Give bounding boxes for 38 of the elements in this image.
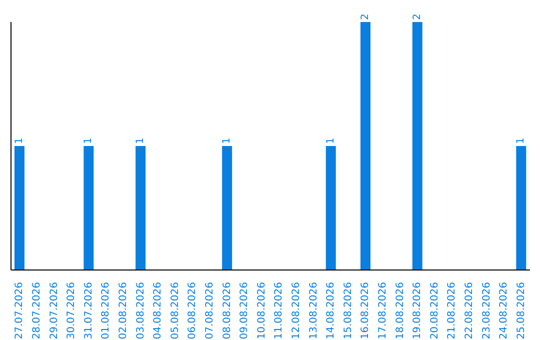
x-tick-label: 12.08.2026	[290, 282, 302, 340]
x-tick-label: 31.07.2026	[83, 282, 94, 340]
x-tick-label: 13.08.2026	[308, 282, 320, 340]
data-label: 1	[325, 138, 336, 144]
x-tick-label: 23.08.2026	[481, 282, 492, 340]
x-tick-label: 08.08.2026	[222, 282, 233, 340]
x-tick-label: 22.08.2026	[464, 282, 475, 340]
x-tick-label: 21.08.2026	[446, 282, 458, 340]
x-tick-label: 30.07.2026	[66, 282, 78, 340]
data-label: 1	[222, 138, 233, 144]
x-tick-label: 02.08.2026	[118, 282, 129, 340]
x-tick-label: 07.08.2026	[204, 282, 216, 340]
x-tick-label: 16.08.2026	[360, 282, 372, 340]
x-tick-label: 04.08.2026	[152, 282, 164, 340]
x-tick-label: 17.08.2026	[377, 282, 388, 340]
data-label: 1	[83, 138, 94, 144]
x-tick-label: 29.07.2026	[48, 282, 60, 340]
data-label: 1	[14, 138, 25, 144]
x-tick-label: 19.08.2026	[412, 282, 424, 340]
x-tick-label: 09.08.2026	[239, 282, 250, 340]
data-label: 1	[516, 138, 527, 144]
x-tick-label: 03.08.2026	[135, 282, 146, 340]
x-tick-label: 10.08.2026	[256, 282, 268, 340]
x-tick-label: 27.07.2026	[14, 282, 26, 340]
x-tick-label: 05.08.2026	[170, 282, 181, 340]
data-label: 2	[360, 14, 371, 20]
x-tick-label: 01.08.2026	[100, 282, 112, 340]
x-tick-label: 15.08.2026	[342, 282, 354, 340]
x-tick-label: 14.08.2026	[326, 282, 337, 340]
x-tick-label: 06.08.2026	[187, 282, 198, 340]
x-tick-label: 11.08.2026	[274, 282, 285, 340]
x-tick-label: 24.08.2026	[498, 282, 510, 340]
x-tick-label: 20.08.2026	[429, 282, 440, 340]
data-label: 1	[135, 138, 146, 144]
data-label: 2	[412, 14, 423, 20]
x-tick-label: 25.08.2026	[516, 282, 527, 340]
x-tick-label: 28.07.2026	[31, 282, 42, 340]
x-tick-label: 18.08.2026	[394, 282, 406, 340]
